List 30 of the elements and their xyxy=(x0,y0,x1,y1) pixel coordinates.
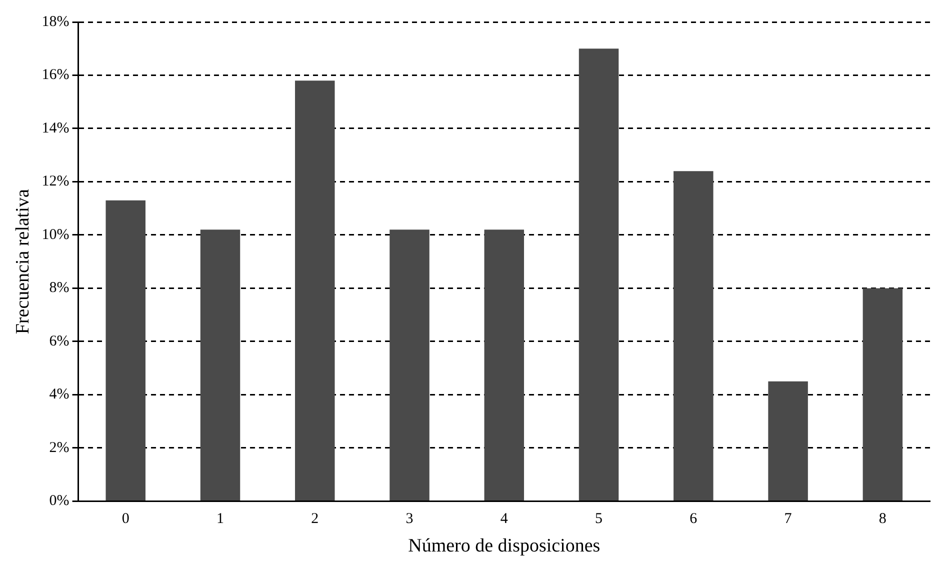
bar xyxy=(674,171,714,500)
y-tick-label: 14% xyxy=(42,120,70,136)
y-tick-label: 2% xyxy=(49,440,70,456)
y-tick-label: 16% xyxy=(42,67,70,84)
x-tick-label: 5 xyxy=(595,511,603,528)
x-tick-label: 3 xyxy=(406,511,414,528)
bar xyxy=(862,288,903,500)
x-tick-label: 4 xyxy=(500,511,508,528)
y-axis-title: Frecuencia relativa xyxy=(12,188,34,334)
x-tick-label: 0 xyxy=(122,511,130,528)
x-tick-label: 1 xyxy=(216,511,224,528)
bar xyxy=(106,200,146,500)
bar xyxy=(390,230,430,500)
y-tick-label: 10% xyxy=(42,226,70,243)
bar xyxy=(295,80,335,500)
bar xyxy=(200,230,240,500)
y-tick-label: 6% xyxy=(49,333,70,350)
x-axis-title: Número de disposiciones xyxy=(408,536,600,557)
y-tick-label: 18% xyxy=(42,14,70,30)
x-tick-label: 2 xyxy=(311,511,319,528)
y-tick-label: 0% xyxy=(49,493,70,510)
y-tick-label: 12% xyxy=(42,174,70,190)
bar xyxy=(768,381,808,500)
y-tick-label: 4% xyxy=(49,386,70,403)
bar xyxy=(484,230,524,500)
x-tick-label: 6 xyxy=(690,511,698,528)
x-tick-label: 8 xyxy=(878,511,886,528)
y-tick-label: 8% xyxy=(49,280,70,296)
x-tick-label: 7 xyxy=(784,511,792,528)
bar xyxy=(578,48,619,500)
